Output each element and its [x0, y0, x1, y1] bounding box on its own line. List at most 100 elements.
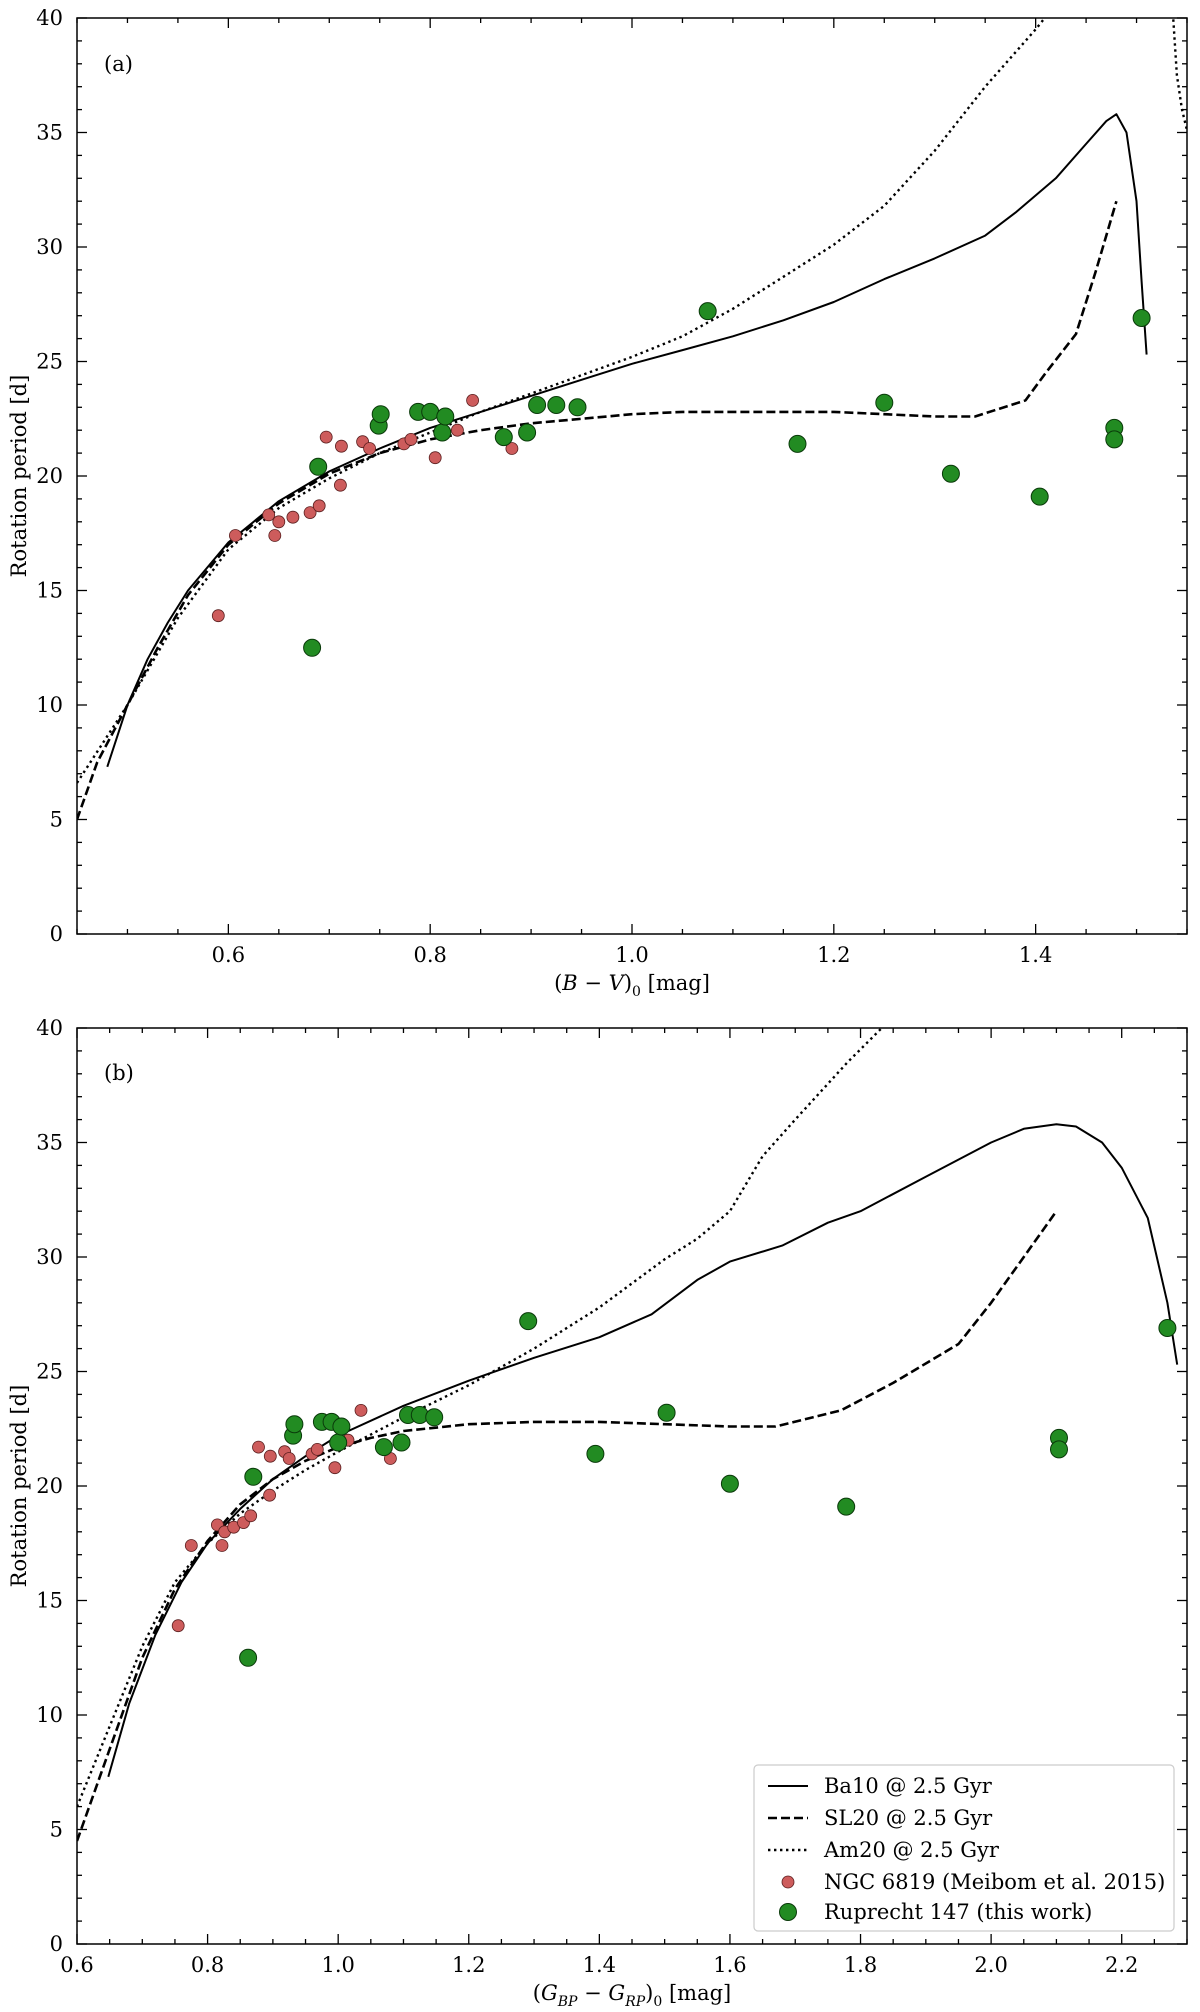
ruprecht147-point [332, 1417, 351, 1436]
ruprecht147-point [528, 396, 547, 414]
y-tick-label: 40 [36, 1016, 63, 1040]
ruprecht147-point [518, 423, 537, 442]
y-tick-label: 15 [36, 579, 63, 603]
ruprecht147-point [698, 302, 717, 321]
ngc6819-point [244, 1509, 258, 1523]
legend-entry: SL20 @ 2.5 Gyr [768, 1806, 993, 1830]
y-tick-label: 35 [36, 1131, 63, 1155]
ngc6819-point [211, 609, 225, 623]
ngc6819-point [303, 506, 317, 519]
curve-solid [107, 1123, 1179, 1778]
ngc6819-point [310, 1443, 324, 1456]
ruprecht147-point [436, 407, 455, 426]
x-tick-label: 0.6 [212, 943, 245, 967]
curve-dashed [77, 200, 1118, 820]
series-group [77, 1028, 1179, 1842]
ngc6819-point [263, 1449, 277, 1463]
ngc6819-point [252, 1440, 265, 1454]
ruprecht147-point [371, 405, 390, 424]
ngc6819-point [171, 1619, 185, 1633]
y-tick-label: 30 [36, 235, 63, 259]
panel-a-plot-content [77, 18, 1187, 820]
x-tick-label: 1.2 [817, 943, 850, 967]
legend-entry: Ba10 @ 2.5 Gyr [768, 1774, 993, 1798]
ruprecht147-point [303, 638, 322, 657]
legend-swatch-ngc6819 [781, 1875, 795, 1889]
y-tick-label: 15 [36, 1589, 63, 1613]
ruprecht147-point [433, 423, 452, 442]
ngc6819-point [268, 529, 282, 542]
y-tick-label: 5 [50, 808, 63, 832]
legend-label: SL20 @ 2.5 Gyr [824, 1806, 993, 1830]
curve-solid [106, 113, 1148, 768]
ruprecht147-point [657, 1403, 676, 1422]
panel-a-frame [76, 17, 1188, 935]
x-tick-label: 0.6 [60, 1953, 93, 1977]
curve-dashed [77, 1210, 1058, 1842]
ruprecht147-point [239, 1648, 258, 1667]
ngc6819-point [184, 1539, 198, 1552]
ruprecht147-point [392, 1433, 411, 1452]
ruprecht147-point [421, 402, 440, 421]
legend-swatch-ruprecht147 [779, 1903, 797, 1921]
ruprecht147-point [329, 1433, 348, 1452]
panel-b-x-axis-label: (GBP − GRP)0 [mag] [533, 1981, 731, 2010]
y-tick-label: 40 [36, 6, 63, 30]
ngc6819-point [354, 1404, 368, 1417]
ngc6819-point [333, 478, 347, 492]
panel-a-y-axis-label: Rotation period [d] [7, 375, 31, 578]
ngc6819-point [286, 510, 300, 524]
ruprecht147-point [244, 1467, 263, 1486]
curve-dotted [77, 18, 1047, 784]
ruprecht147-point [1158, 1319, 1177, 1337]
x-tick-label: 1.0 [321, 1953, 354, 1977]
ruprecht147-point [1105, 430, 1124, 449]
legend-label: NGC 6819 (Meibom et al. 2015) [824, 1870, 1165, 1894]
ruprecht147-point [1030, 487, 1049, 506]
legend-label: Ba10 @ 2.5 Gyr [824, 1774, 993, 1798]
ngc6819-point [263, 1488, 277, 1502]
y-tick-label: 10 [36, 693, 63, 717]
x-tick-label: 1.2 [452, 1953, 485, 1977]
y-tick-label: 20 [36, 464, 63, 488]
x-tick-label: 1.6 [713, 1953, 746, 1977]
panel-a-x-axis-label: (B − V)0 [mag] [554, 971, 710, 1000]
y-tick-label: 25 [36, 1360, 63, 1384]
x-tick-label: 1.4 [583, 1953, 616, 1977]
x-tick-label: 1.8 [844, 1953, 877, 1977]
panel-a-ticks: 0.6 0.8 1.0 1.2 1.4 0 5 10 15 20 25 30 35 40 [36, 6, 1188, 967]
legend: Ba10 @ 2.5 Gyr SL20 @ 2.5 Gyr Am20 @ 2.5… [753, 1764, 1175, 1932]
panel-b-label: (b) [104, 1061, 134, 1085]
y-tick-label: 35 [36, 121, 63, 145]
legend-entry: Am20 @ 2.5 Gyr [768, 1838, 1000, 1862]
x-tick-label: 2.2 [1105, 1953, 1138, 1977]
x-tick-label: 0.8 [413, 943, 446, 967]
y-tick-label: 0 [50, 1932, 63, 1956]
x-tick-label: 1.0 [615, 943, 648, 967]
ruprecht147-point [568, 398, 587, 417]
x-tick-label: 0.8 [191, 1953, 224, 1977]
legend-entry: Ruprecht 147 (this work) [779, 1900, 1092, 1924]
ngc6819-point [215, 1539, 229, 1552]
ngc6819-point [505, 442, 519, 455]
ruprecht147-point [1132, 309, 1151, 327]
ngc6819-point [319, 430, 333, 444]
panel-b: 0.6 0.8 1.0 1.2 1.4 1.6 1.8 2.0 2.2 0 5 10 15 20 25 30 3… [7, 1016, 1188, 2010]
ngc6819-point [228, 529, 242, 542]
ngc6819-point [328, 1461, 342, 1475]
curve-dotted [77, 1028, 884, 1808]
legend-entry: NGC 6819 (Meibom et al. 2015) [781, 1870, 1165, 1894]
series-group [77, 18, 1187, 820]
legend-box [753, 1764, 1175, 1932]
ruprecht147-point [586, 1444, 605, 1463]
panel-b-y-axis-label: Rotation period [d] [7, 1385, 31, 1588]
ruprecht147-point [837, 1497, 856, 1516]
y-tick-label: 30 [36, 1245, 63, 1269]
ruprecht147-point [519, 1312, 538, 1331]
ngc6819-point [334, 439, 348, 453]
y-tick-label: 5 [50, 1818, 63, 1842]
y-tick-label: 0 [50, 922, 63, 946]
ngc6819-point [312, 499, 326, 513]
y-tick-label: 20 [36, 1474, 63, 1498]
ngc6819-point [282, 1452, 296, 1465]
